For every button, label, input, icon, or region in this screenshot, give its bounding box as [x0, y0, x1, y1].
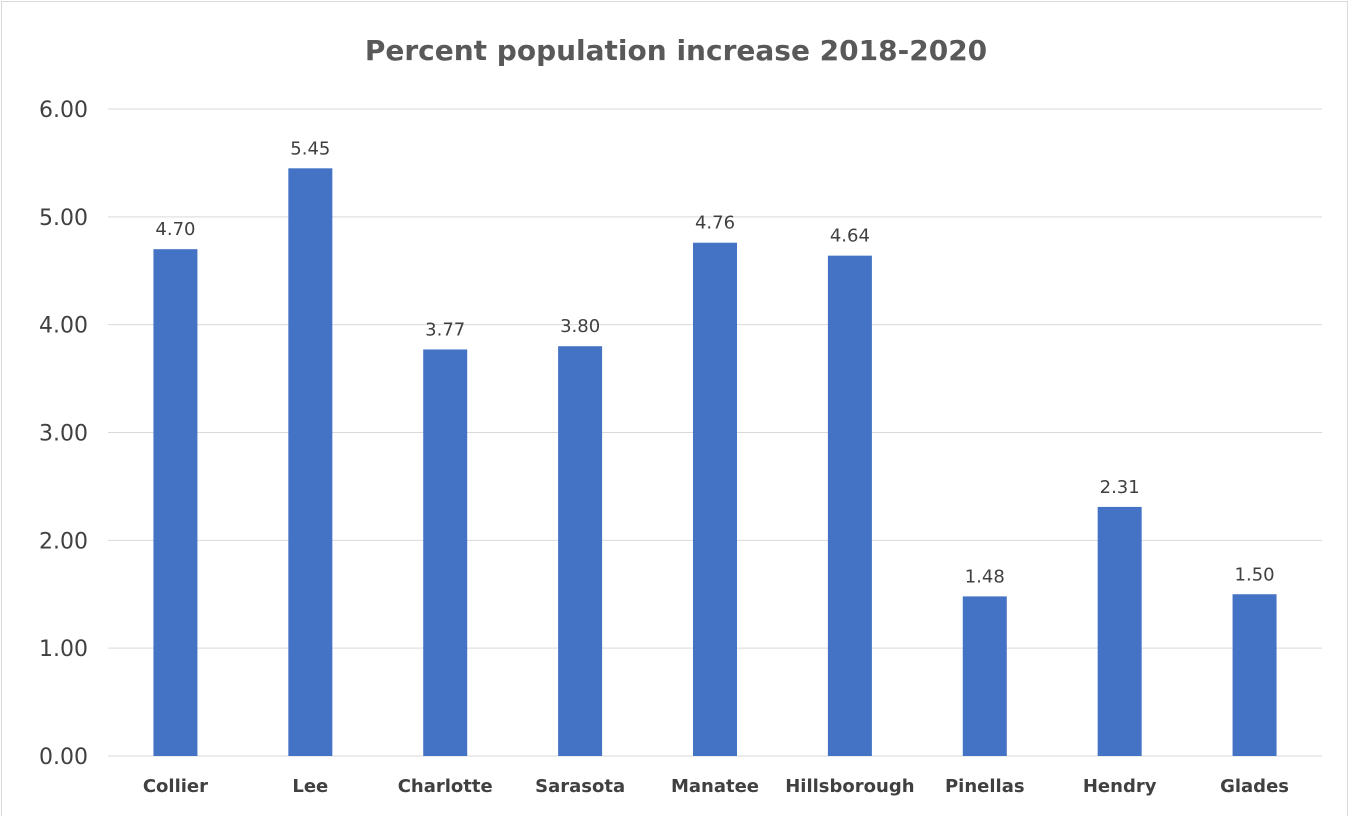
- bar-pinellas: [962, 596, 1007, 756]
- data-label-sarasota: 3.80: [560, 316, 600, 337]
- data-label-glades: 1.50: [1235, 564, 1275, 585]
- data-label-pinellas: 1.48: [965, 566, 1005, 587]
- y-tick-label: 2.00: [39, 529, 88, 554]
- y-tick-label: 4.00: [39, 314, 88, 339]
- category-label-glades: Glades: [1220, 776, 1289, 797]
- category-label-manatee: Manatee: [671, 776, 759, 797]
- category-label-charlotte: Charlotte: [398, 776, 493, 797]
- y-tick-label: 1.00: [39, 637, 88, 662]
- bar-manatee: [693, 242, 737, 757]
- bar-collier: [153, 249, 198, 756]
- data-label-lee: 5.45: [290, 138, 330, 159]
- bars: [153, 168, 1277, 757]
- y-tick-label: 5.00: [39, 206, 88, 231]
- bar-hillsborough: [827, 255, 872, 757]
- bar-sarasota: [558, 346, 603, 756]
- y-axis-ticks: 0.00 1.00 2.00 3.00 4.00 5.00 6.00: [39, 98, 88, 770]
- bar-lee: [288, 168, 333, 756]
- data-label-hillsborough: 4.64: [830, 226, 870, 247]
- chart-title: Percent population increase 2018-2020: [364, 34, 988, 67]
- data-label-collier: 4.70: [155, 219, 195, 240]
- y-tick-label: 0.00: [39, 745, 88, 770]
- category-label-hillsborough: Hillsborough: [785, 776, 914, 797]
- category-label-pinellas: Pinellas: [945, 776, 1025, 797]
- data-label-hendry: 2.31: [1100, 477, 1140, 498]
- category-label-collier: Collier: [143, 776, 208, 797]
- data-label-charlotte: 3.77: [425, 319, 465, 340]
- category-label-lee: Lee: [292, 776, 328, 797]
- category-label-sarasota: Sarasota: [535, 776, 625, 797]
- bar-charlotte: [423, 349, 468, 756]
- data-label-manatee: 4.76: [695, 213, 735, 234]
- category-label-hendry: Hendry: [1083, 776, 1157, 797]
- y-tick-label: 6.00: [39, 98, 88, 123]
- data-labels: 4.70 5.45 3.77 3.80 4.76 4.64 1.48 2.31 1.50: [155, 138, 1274, 587]
- bar-glades: [1232, 594, 1277, 756]
- x-axis-categories: Collier Lee Charlotte Sarasota Manatee Hillsb…: [143, 776, 1289, 797]
- y-tick-label: 3.00: [39, 422, 88, 447]
- bar-hendry: [1097, 506, 1142, 756]
